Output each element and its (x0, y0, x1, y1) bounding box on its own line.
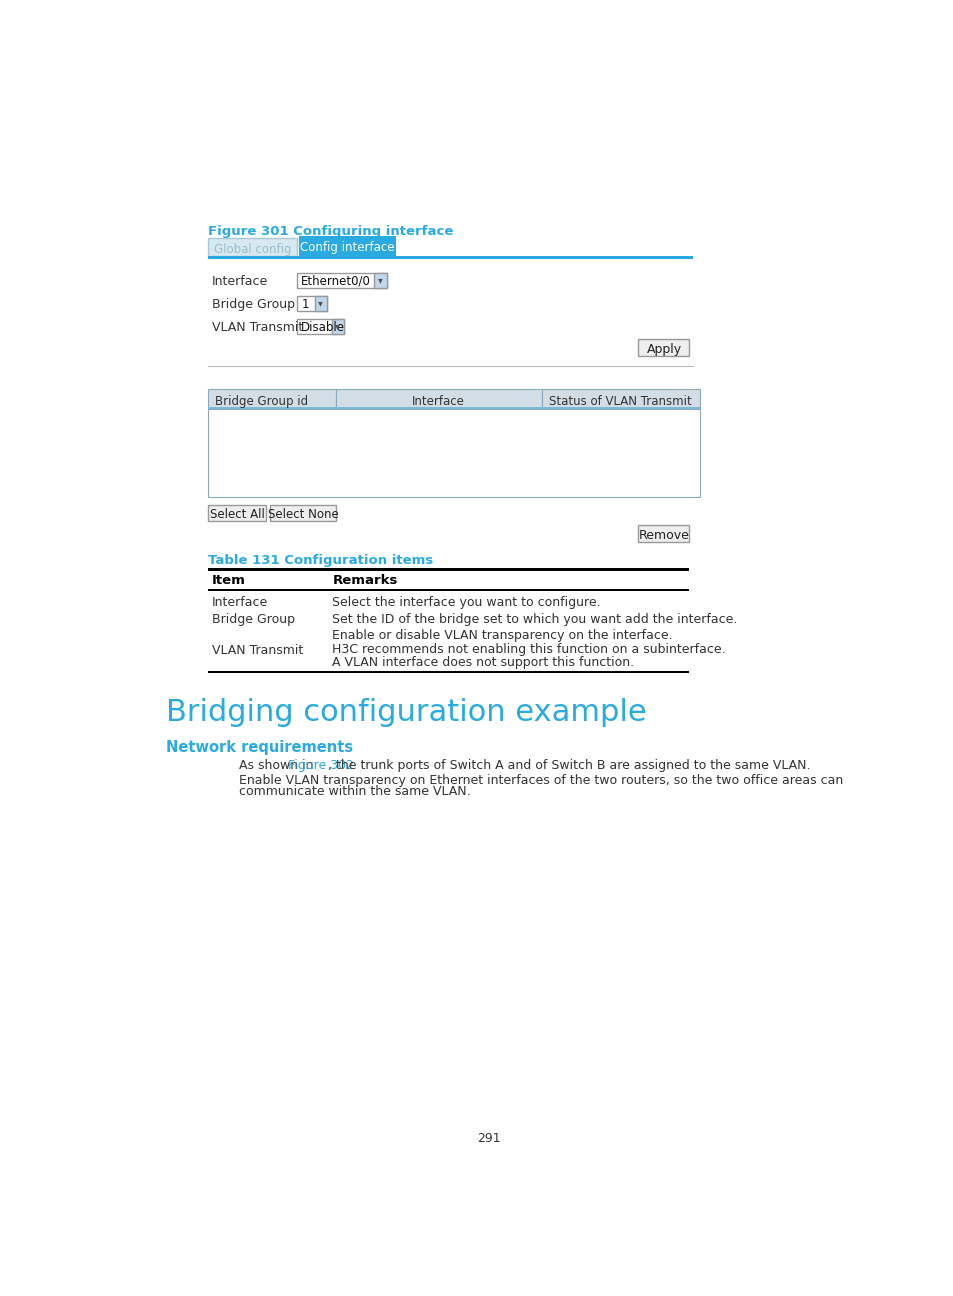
Bar (374, 272, 386, 288)
Bar (208, 389, 335, 408)
Text: 1: 1 (301, 298, 309, 311)
Bar (638, 338, 688, 355)
Text: ▾: ▾ (377, 275, 382, 285)
Text: ▾: ▾ (318, 298, 323, 308)
Text: Table 131 Configuration items: Table 131 Configuration items (208, 555, 434, 568)
Text: VLAN Transmit: VLAN Transmit (212, 321, 303, 334)
Text: Enable or disable VLAN transparency on the interface.: Enable or disable VLAN transparency on t… (332, 630, 672, 643)
Text: Bridge Group: Bridge Group (212, 298, 294, 311)
Text: Status of VLAN Transmit: Status of VLAN Transmit (549, 395, 691, 408)
Text: Interface: Interface (212, 596, 268, 609)
Text: Remove: Remove (638, 529, 689, 542)
Bar (297, 295, 327, 311)
Bar (208, 238, 297, 257)
Text: Bridging configuration example: Bridging configuration example (166, 699, 646, 727)
Text: A VLAN interface does not support this function.: A VLAN interface does not support this f… (332, 656, 634, 669)
Bar (208, 671, 688, 674)
Bar (314, 295, 327, 311)
Text: Figure 302: Figure 302 (287, 759, 354, 772)
Bar (332, 319, 344, 334)
Bar (270, 505, 335, 521)
Text: Disable: Disable (301, 321, 345, 334)
Text: Remarks: Remarks (332, 574, 397, 587)
Text: Ethernet0/0: Ethernet0/0 (301, 275, 371, 288)
Bar (208, 568, 688, 570)
Text: As shown in: As shown in (239, 759, 317, 772)
Bar (297, 319, 344, 334)
Text: ▾: ▾ (335, 321, 340, 332)
Text: Interface: Interface (412, 395, 464, 408)
Bar (208, 505, 266, 521)
Text: Bridge Group id: Bridge Group id (214, 395, 308, 408)
Bar (208, 408, 700, 498)
Bar (208, 608, 688, 625)
Bar (335, 389, 541, 408)
Text: Select All: Select All (210, 508, 264, 521)
Text: , the trunk ports of Switch A and of Switch B are assigned to the same VLAN.: , the trunk ports of Switch A and of Swi… (327, 759, 809, 772)
Bar (297, 272, 386, 288)
Text: Set the ID of the bridge set to which you want add the interface.: Set the ID of the bridge set to which yo… (332, 613, 737, 626)
Text: Config interface: Config interface (299, 241, 394, 254)
Text: Select the interface you want to configure.: Select the interface you want to configu… (332, 596, 600, 609)
Bar (208, 407, 700, 408)
Bar (298, 236, 395, 257)
Text: Apply: Apply (646, 342, 681, 355)
Text: Select None: Select None (267, 508, 338, 521)
Text: Item: Item (212, 574, 246, 587)
Text: VLAN Transmit: VLAN Transmit (212, 644, 303, 657)
Text: Global config: Global config (213, 242, 291, 255)
Text: communicate within the same VLAN.: communicate within the same VLAN. (239, 785, 471, 798)
Bar (638, 525, 688, 542)
Bar (208, 588, 688, 591)
Bar (208, 591, 688, 608)
Bar (208, 257, 692, 259)
Text: Network requirements: Network requirements (166, 740, 353, 756)
Bar (208, 570, 688, 588)
Text: Bridge Group: Bridge Group (212, 613, 294, 626)
Bar (541, 389, 700, 408)
Text: H3C recommends not enabling this function on a subinterface.: H3C recommends not enabling this functio… (332, 643, 725, 656)
Text: Figure 301 Configuring interface: Figure 301 Configuring interface (208, 224, 454, 238)
Bar (208, 625, 688, 671)
Text: 291: 291 (476, 1131, 500, 1144)
Text: Interface: Interface (212, 275, 268, 288)
Text: Enable VLAN transparency on Ethernet interfaces of the two routers, so the two o: Enable VLAN transparency on Ethernet int… (239, 774, 842, 787)
